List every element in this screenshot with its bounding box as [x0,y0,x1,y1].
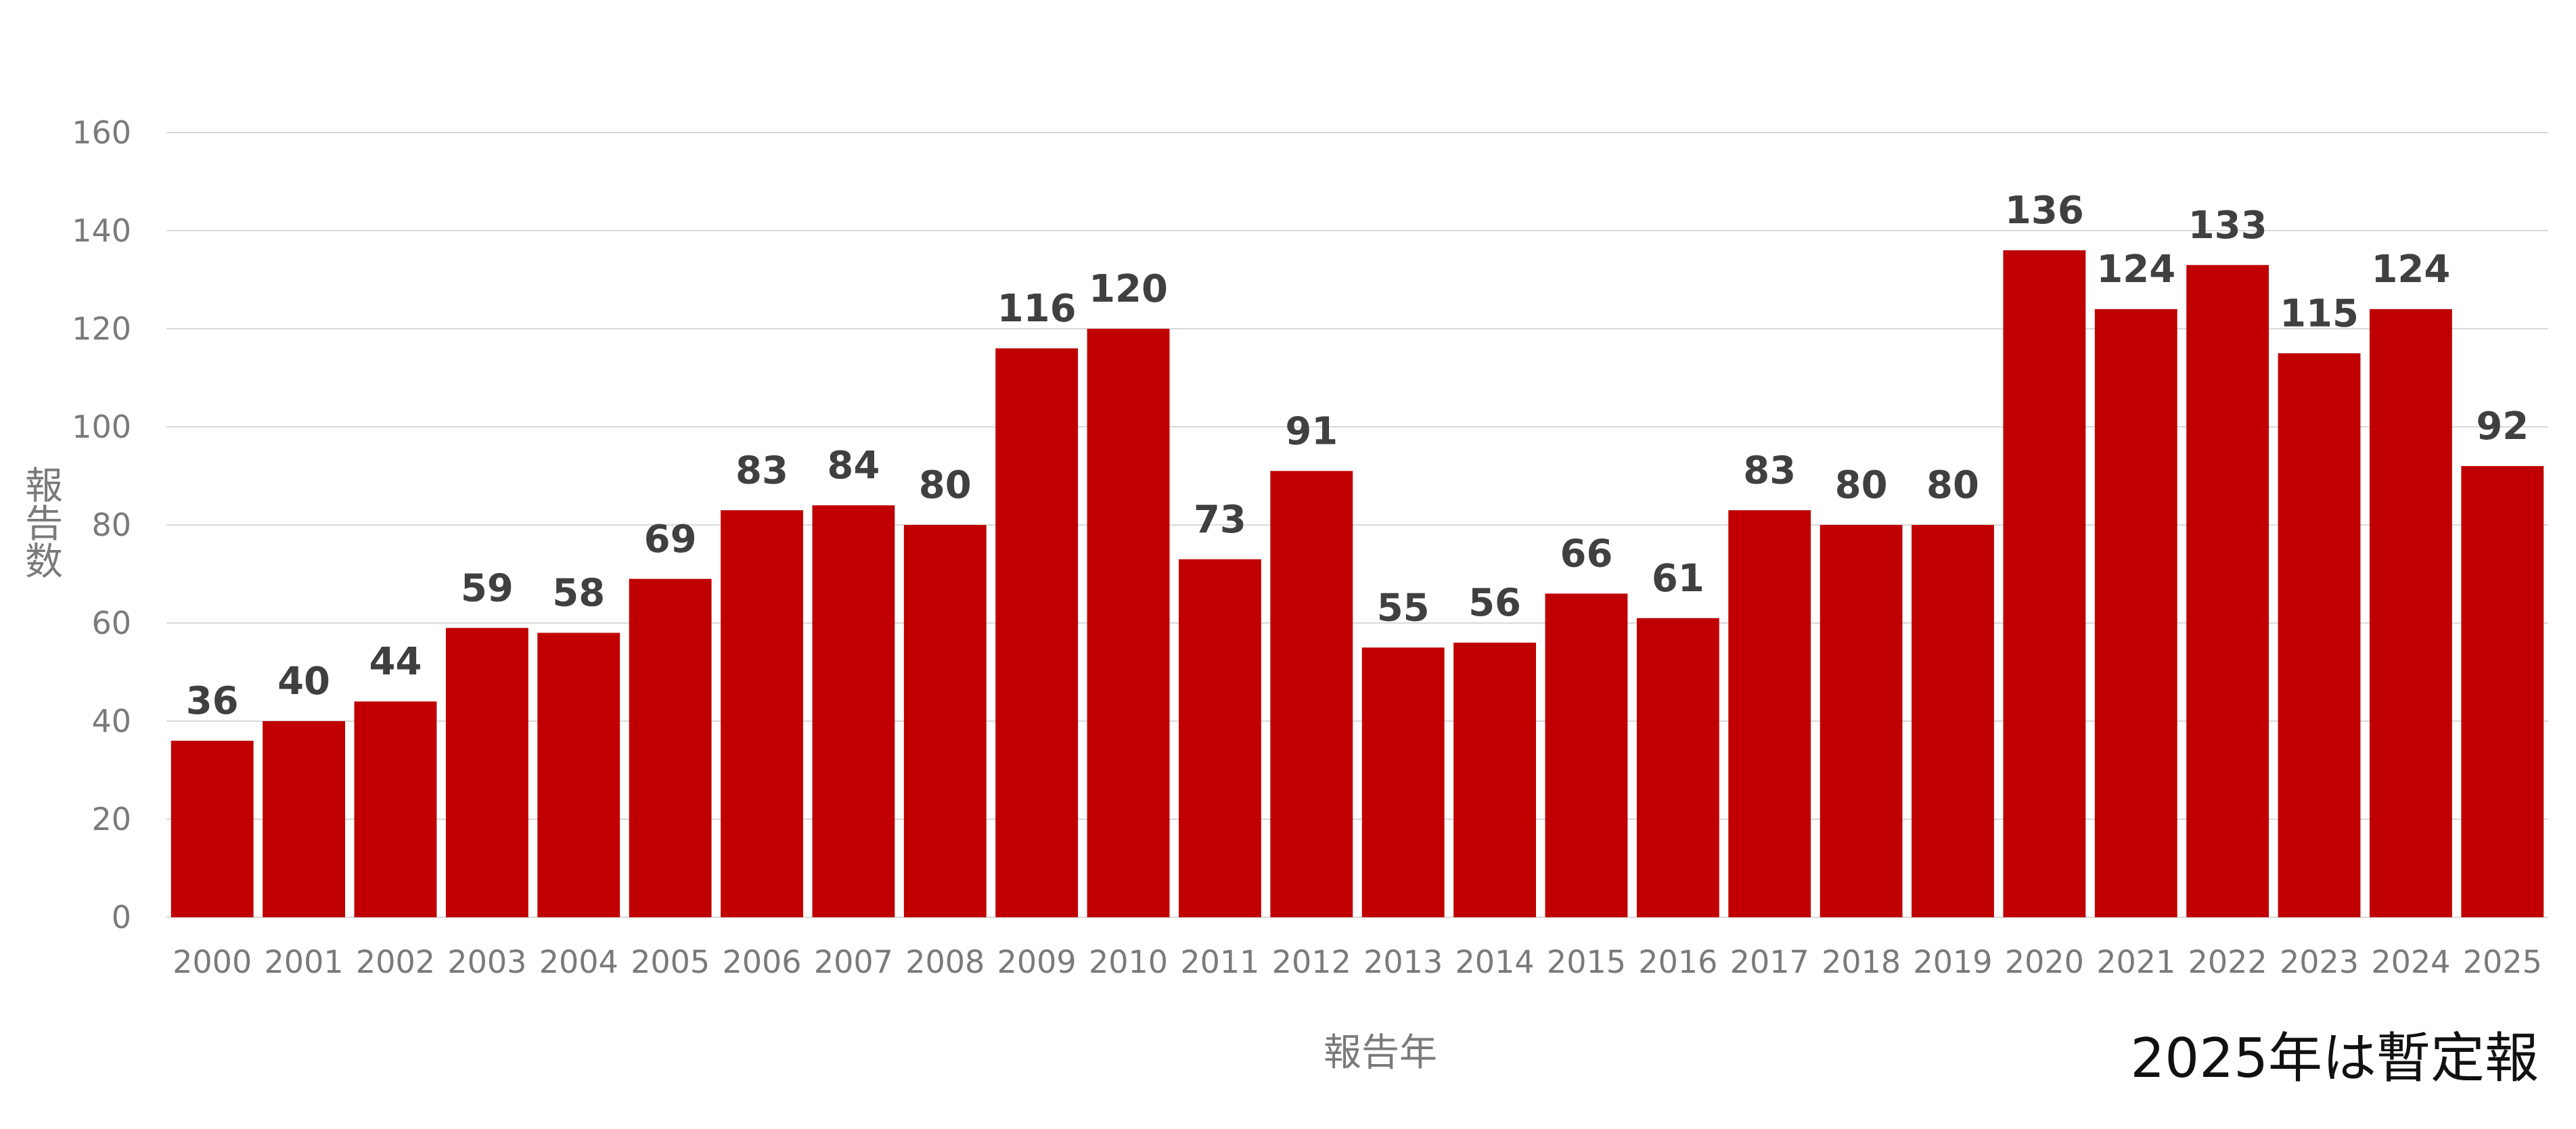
y-axis-ticks: 0 20 40 60 80 100 120 140 160 [72,114,131,936]
y-tick-label: 120 [72,310,131,347]
x-axis-ticks: 2000 2001 2002 2003 2004 2005 2006 2007 2008 2009… [173,944,2542,980]
data-label: 80 [1835,463,1888,507]
data-label: 80 [1926,463,1979,507]
y-tick-label: 100 [72,409,131,445]
bar [812,505,895,917]
bar [445,628,528,917]
data-label: 133 [2188,204,2267,248]
y-tick-label: 160 [72,114,131,151]
x-tick-label: 2007 [814,944,893,980]
x-tick-label: 2008 [905,944,985,980]
y-tick-label: 0 [112,899,131,936]
bar [1179,559,1261,917]
bar [629,578,712,917]
y-tick-label: 20 [91,801,131,837]
x-tick-label: 2010 [1089,944,1168,980]
data-label: 36 [186,679,239,723]
provisional-note: 2025年は暫定報 [2130,1027,2539,1090]
bar [2278,353,2361,917]
data-label: 115 [2280,292,2359,336]
x-tick-label: 2018 [1822,944,1901,980]
x-tick-label: 2009 [997,944,1077,980]
x-tick-label: 2024 [2371,944,2450,980]
bar [1545,593,1628,917]
y-axis-title: 報告数 [19,465,63,579]
data-label: 61 [1652,557,1704,601]
x-axis-title: 報告年 [1324,1031,1437,1075]
data-label: 124 [2096,248,2175,292]
bar [354,701,437,917]
y-tick-label: 40 [91,703,131,739]
data-label: 80 [919,463,972,507]
data-label: 92 [2476,405,2529,448]
bar [2461,466,2544,917]
bar [1453,643,1536,917]
data-label: 136 [2005,189,2084,233]
x-tick-label: 2025 [2463,944,2542,980]
data-label: 116 [997,287,1077,331]
bar [1636,618,1719,917]
data-label: 120 [1089,267,1168,311]
x-tick-label: 2011 [1180,944,1259,980]
bar [2003,250,2086,917]
data-label: 56 [1468,581,1521,625]
bar [263,721,345,917]
x-tick-label: 2013 [1363,944,1443,980]
x-tick-label: 2019 [1913,944,1992,980]
bar [171,741,254,917]
data-labels: 36 40 44 59 58 69 83 84 80 116 120 73 91 55 56 66 61 83 80… [186,189,2529,723]
bar [721,510,803,917]
bar [2094,309,2177,917]
data-label: 124 [2371,248,2450,292]
bar [903,525,987,917]
x-tick-label: 2015 [1547,944,1626,980]
bars [171,250,2544,917]
bar [1912,525,1994,917]
x-tick-label: 2006 [722,944,801,980]
data-label: 55 [1377,586,1430,630]
bar [1087,329,1170,917]
x-tick-label: 2021 [2096,944,2175,980]
data-label: 84 [827,444,880,488]
bar [1728,510,1811,917]
y-tick-label: 140 [72,212,131,249]
data-label: 83 [1743,448,1796,492]
data-label: 44 [369,640,422,684]
bar [2370,309,2452,917]
data-label: 59 [461,566,514,610]
bar [2186,264,2269,917]
bar [1820,525,1903,917]
data-label: 69 [644,517,697,561]
data-label: 66 [1560,532,1612,576]
data-label: 91 [1285,409,1338,453]
x-tick-label: 2003 [447,944,526,980]
x-tick-label: 2023 [2280,944,2359,980]
x-tick-label: 2020 [2005,944,2084,980]
x-tick-label: 2022 [2188,944,2267,980]
data-label: 73 [1194,498,1246,542]
x-tick-label: 2004 [539,944,618,980]
bar [537,632,620,917]
x-tick-label: 2014 [1455,944,1535,980]
x-tick-label: 2017 [1730,944,1809,980]
x-tick-label: 2012 [1272,944,1351,980]
data-label: 83 [736,448,788,492]
x-tick-label: 2016 [1638,944,1717,980]
x-tick-label: 2005 [631,944,710,980]
bar [995,348,1079,917]
data-label: 58 [552,572,605,616]
data-label: 40 [277,660,330,704]
bar [1361,647,1445,917]
y-tick-label: 60 [91,605,131,641]
x-tick-label: 2001 [265,944,344,980]
y-tick-label: 80 [91,507,131,543]
x-tick-label: 2002 [356,944,435,980]
bar [1270,471,1353,917]
x-tick-label: 2000 [173,944,252,980]
